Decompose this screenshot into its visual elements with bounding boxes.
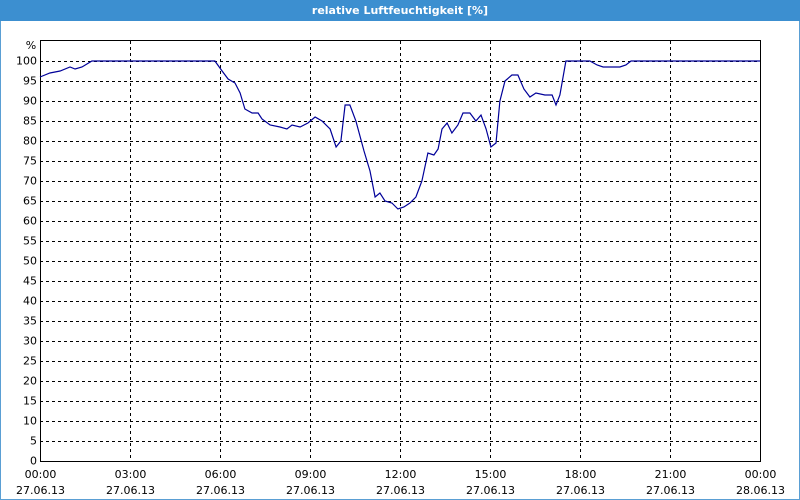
- y-tick-label: 85: [23, 115, 37, 128]
- x-tick-date: 27.06.13: [196, 484, 245, 497]
- y-tick-label: 35: [23, 315, 37, 328]
- title-bar: [0, 0, 800, 21]
- y-tick-label: 25: [23, 355, 37, 368]
- plot-frame: [40, 40, 761, 462]
- x-tick-label: 21:00: [655, 468, 687, 481]
- y-tick-label: 75: [23, 155, 37, 168]
- y-tick-label: 65: [23, 195, 37, 208]
- y-tick-label: 70: [23, 175, 37, 188]
- y-tick-label: 45: [23, 275, 37, 288]
- data-line: [39, 60, 760, 210]
- x-tick-date: 27.06.13: [106, 484, 155, 497]
- y-tick-label: 15: [23, 395, 37, 408]
- y-tick-label: 60: [23, 215, 37, 228]
- x-tick-date: 28.06.13: [736, 484, 785, 497]
- x-tick-label: 15:00: [475, 468, 507, 481]
- y-tick-label: 20: [23, 375, 37, 388]
- y-tick-label: 5: [30, 435, 37, 448]
- y-tick-label: 40: [23, 295, 37, 308]
- y-tick-label: 50: [23, 255, 37, 268]
- y-tick-label: 95: [23, 75, 37, 88]
- x-tick-label: 06:00: [205, 468, 237, 481]
- x-tick-date: 27.06.13: [556, 484, 605, 497]
- y-tick-label: 100: [16, 55, 37, 68]
- y-tick-label: 30: [23, 335, 37, 348]
- y-tick-label: 80: [23, 135, 37, 148]
- x-tick-label: 09:00: [295, 468, 327, 481]
- x-tick-label: 03:00: [115, 468, 147, 481]
- x-tick-label: 18:00: [565, 468, 597, 481]
- x-tick-label: 00:00: [745, 468, 777, 481]
- y-tick-label: 0: [30, 455, 37, 468]
- chart-title: relative Luftfeuchtigkeit [%]: [312, 4, 488, 17]
- y-tick-label: 55: [23, 235, 37, 248]
- y-tick-label: 10: [23, 415, 37, 428]
- y-tick-label: 90: [23, 95, 37, 108]
- x-tick-date: 27.06.13: [466, 484, 515, 497]
- x-tick-label: 12:00: [385, 468, 417, 481]
- x-tick-date: 27.06.13: [646, 484, 695, 497]
- y-unit-label: %: [26, 39, 36, 52]
- x-tick-date: 27.06.13: [376, 484, 425, 497]
- x-tick-date: 27.06.13: [16, 484, 65, 497]
- x-tick-label: 00:00: [25, 468, 57, 481]
- x-tick-date: 27.06.13: [286, 484, 335, 497]
